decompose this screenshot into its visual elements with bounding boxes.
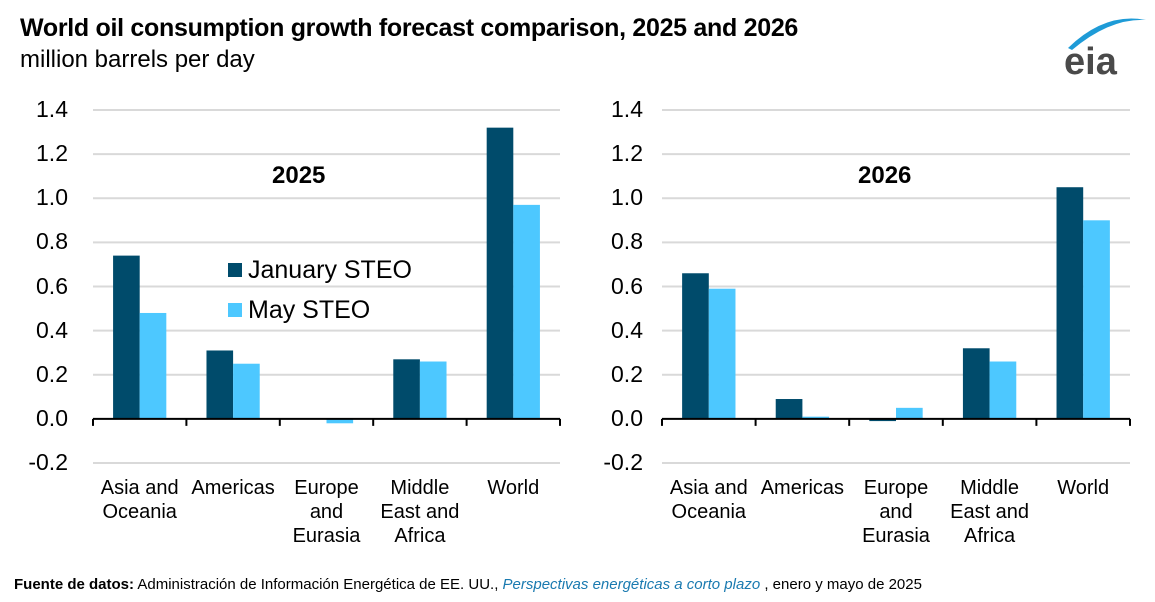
- x-category-label: Asia and Oceania: [669, 477, 748, 523]
- bar-january-0: [682, 273, 709, 419]
- y-tick-label: 1.2: [611, 140, 643, 167]
- bar-january-4: [486, 127, 514, 419]
- x-category-label: World: [487, 477, 540, 499]
- x-category-label: World: [1057, 477, 1110, 499]
- chart-subtitle: million barrels per day: [20, 46, 255, 73]
- y-tick-label: 0.4: [36, 316, 68, 343]
- bar-may-1: [802, 416, 830, 419]
- source-note: Fuente de datos: Administración de Infor…: [14, 576, 922, 593]
- bar-may-4: [1083, 220, 1110, 419]
- y-tick-label: 0.0: [611, 404, 643, 431]
- bar-january-2: [869, 418, 896, 422]
- legend-item-may: May STEO: [228, 290, 412, 330]
- x-category-label: Europe and Eurasia: [292, 477, 361, 547]
- chart-panel-2025: 1.4 1.2 1.0 0.8 0.6 0.4 0.2 0.0 -0.2 Asia and Oce…: [0, 90, 580, 560]
- y-tick-label: 1.4: [36, 96, 68, 122]
- x-category-label: Europe and Eurasia: [862, 477, 930, 547]
- bar-january-4: [1056, 187, 1084, 419]
- bar-may-3: [989, 361, 1017, 419]
- y-tick-label: 0.6: [611, 272, 643, 299]
- source-suffix: , enero y mayo de 2025: [760, 576, 922, 593]
- chart-svg-2025: [92, 109, 561, 464]
- legend-label-may: May STEO: [248, 295, 371, 324]
- y-tick-label: 0.6: [36, 272, 68, 299]
- legend-swatch-may: [228, 303, 242, 317]
- bar-may-0: [708, 288, 736, 419]
- bar-january-0: [113, 255, 140, 419]
- logo-text: eia: [1064, 41, 1118, 78]
- chart-svg-2026: [661, 109, 1131, 464]
- x-category-label: Asia and Oceania: [100, 477, 179, 523]
- y-tick-label: 0.4: [611, 316, 643, 343]
- y-tick-label: -0.2: [28, 449, 68, 475]
- bar-january-3: [962, 348, 990, 419]
- y-tick-label: 0.8: [36, 228, 68, 255]
- bar-may-2: [326, 418, 354, 424]
- x-category-label: Middle East and Africa: [380, 477, 460, 547]
- y-tick-label: 0.8: [611, 228, 643, 255]
- bar-may-0: [139, 312, 167, 419]
- y-tick-label: 0.2: [36, 360, 68, 387]
- source-label: Fuente de datos:: [14, 576, 135, 593]
- y-tick-label: 0.2: [611, 360, 643, 387]
- chart-title: World oil consumption growth forecast co…: [20, 14, 799, 42]
- legend: January STEO May STEO: [228, 250, 412, 330]
- y-tick-label: 1.0: [36, 184, 68, 211]
- panel-title: 2025: [272, 162, 326, 189]
- y-tick-label: 0.0: [36, 404, 68, 431]
- x-category-label: Americas: [760, 477, 845, 499]
- y-tick-label: 1.0: [611, 184, 643, 211]
- bar-may-2: [896, 407, 923, 419]
- bar-january-1: [206, 350, 234, 419]
- y-tick-label: 1.4: [611, 96, 643, 122]
- legend-swatch-january: [228, 263, 242, 277]
- panel-title: 2026: [858, 162, 912, 189]
- source-text: Administración de Información Energética…: [134, 576, 503, 593]
- bar-may-1: [233, 363, 260, 419]
- x-category-label: Americas: [191, 477, 275, 499]
- bar-january-3: [393, 359, 420, 419]
- x-category-label: Middle East and Africa: [950, 477, 1030, 547]
- source-publication-link[interactable]: Perspectivas energéticas a corto plazo: [502, 576, 761, 593]
- eia-logo: eia: [1064, 18, 1146, 78]
- logo-arc-icon: [1068, 18, 1146, 50]
- bar-may-4: [513, 204, 540, 419]
- legend-label-january: January STEO: [248, 255, 412, 284]
- y-tick-label: 1.2: [36, 140, 68, 167]
- chart-panel-2026: 1.4 1.2 1.0 0.8 0.6 0.4 0.2 0.0 -0.2 Asia and Oce…: [575, 90, 1155, 560]
- legend-item-january: January STEO: [228, 250, 412, 290]
- bar-may-3: [419, 361, 447, 419]
- y-tick-label: -0.2: [603, 449, 643, 475]
- bar-january-1: [775, 399, 803, 419]
